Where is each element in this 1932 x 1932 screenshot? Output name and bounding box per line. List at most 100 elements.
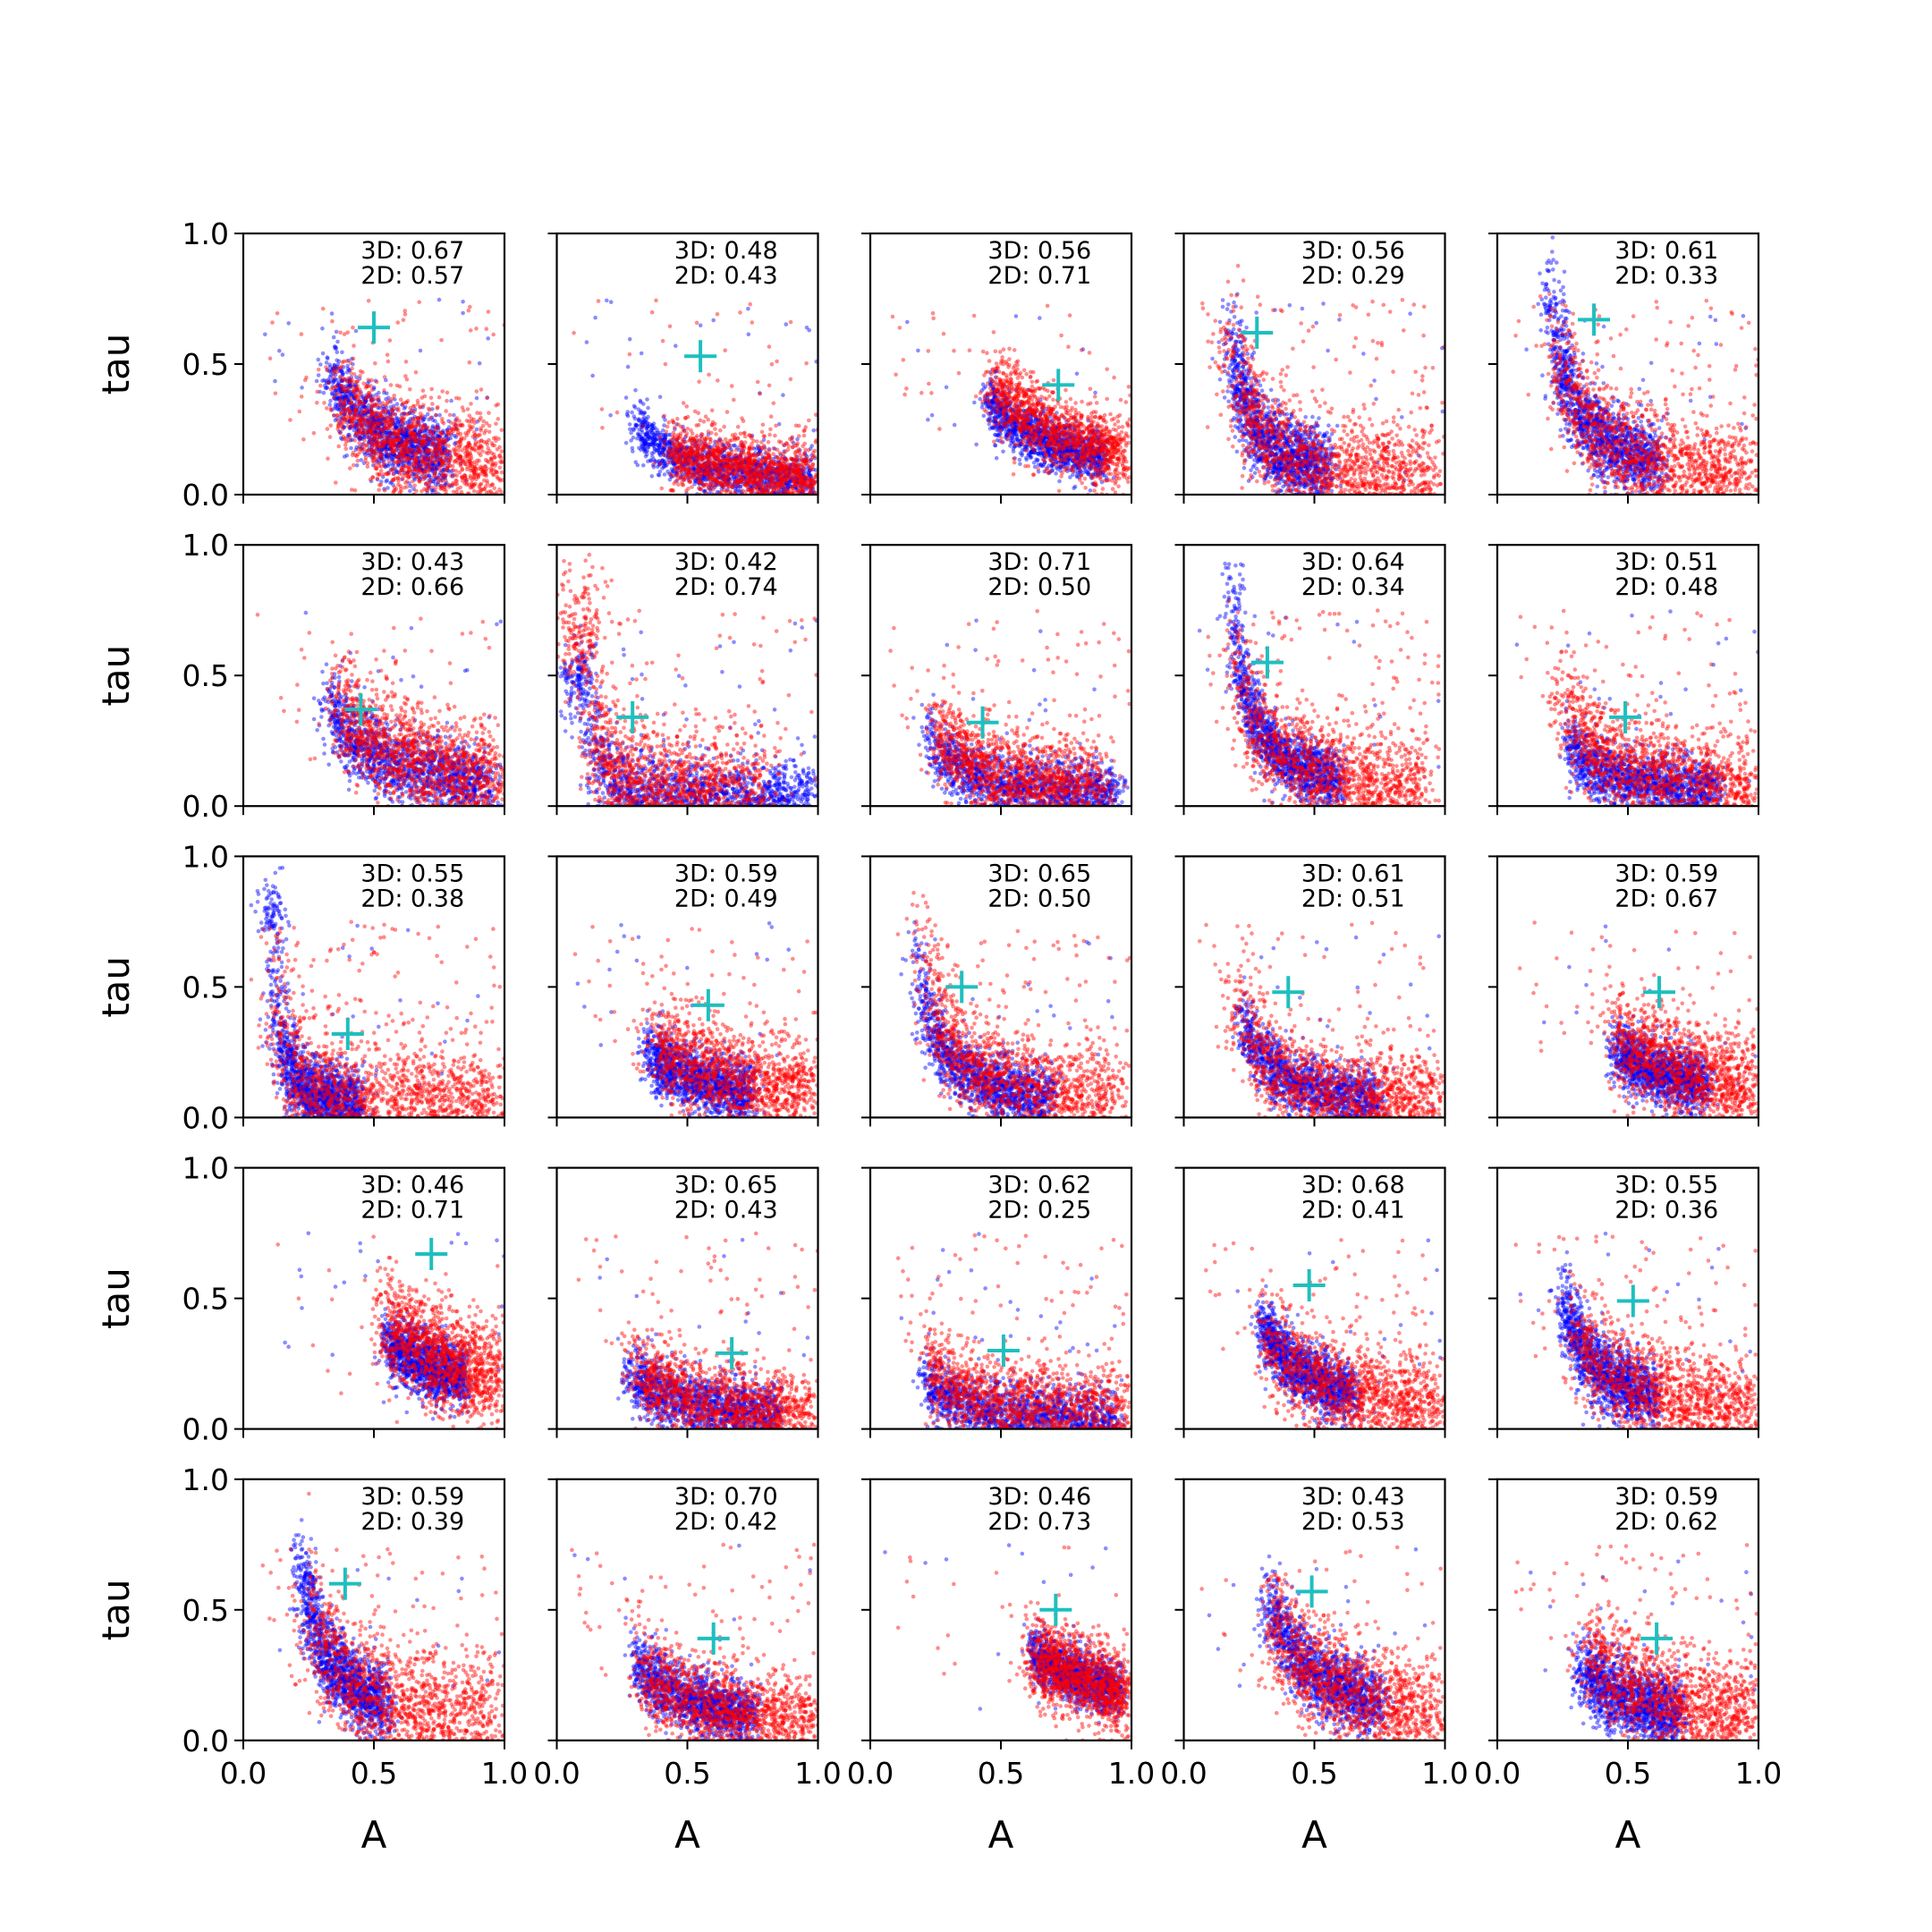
point-2d: [487, 411, 491, 415]
point-2d: [401, 477, 405, 481]
point-2d: [382, 463, 386, 468]
point-2d: [333, 371, 337, 376]
point-2d: [492, 436, 496, 441]
point-2d: [330, 319, 335, 324]
point-3d: [331, 381, 335, 386]
point-2d: [675, 417, 680, 421]
point-3d: [637, 419, 641, 423]
point-2d: [402, 486, 407, 490]
point-3d: [419, 349, 423, 353]
point-3d: [327, 402, 332, 407]
point-2d: [697, 379, 701, 384]
point-3d: [668, 478, 673, 482]
point-2d: [428, 462, 432, 466]
point-3d: [263, 333, 267, 337]
point-2d: [767, 440, 771, 445]
point-2d: [454, 469, 459, 473]
point-2d: [403, 374, 408, 378]
point-2d: [369, 425, 373, 429]
point-2d: [428, 408, 432, 412]
point-2d: [657, 436, 662, 440]
point-2d: [336, 367, 341, 371]
point-2d: [409, 438, 413, 443]
point-3d: [385, 479, 389, 483]
point-2d: [355, 414, 360, 419]
point-3d: [650, 452, 655, 456]
point-2d: [492, 455, 496, 460]
point-2d: [725, 410, 730, 414]
point-3d: [674, 343, 678, 348]
point-2d: [328, 435, 333, 439]
point-2d: [500, 428, 504, 433]
point-2d: [349, 425, 353, 429]
point-2d: [393, 428, 397, 433]
point-2d: [467, 309, 471, 313]
point-2d: [336, 422, 341, 427]
point-2d: [489, 467, 494, 471]
point-3d: [585, 340, 589, 344]
point-2d: [672, 430, 676, 435]
point-2d: [344, 447, 349, 452]
point-2d: [403, 312, 408, 317]
point-2d: [422, 434, 427, 438]
point-2d: [402, 309, 407, 313]
point-2d: [361, 446, 366, 451]
point-2d: [487, 460, 491, 464]
point-2d: [367, 414, 371, 419]
point-3d: [433, 419, 437, 423]
point-2d: [416, 399, 420, 403]
point-2d: [468, 457, 472, 462]
point-3d: [628, 337, 632, 342]
point-2d: [362, 428, 367, 432]
point-2d: [375, 477, 379, 481]
point-2d: [329, 408, 334, 412]
point-2d: [496, 417, 501, 421]
point-2d: [404, 412, 409, 417]
point-2d: [449, 456, 453, 461]
point-2d: [358, 374, 362, 378]
point-2d: [487, 309, 491, 314]
point-2d: [404, 401, 409, 405]
point-2d: [444, 409, 448, 413]
point-2d: [469, 426, 473, 430]
point-2d: [346, 380, 351, 385]
point-2d: [419, 428, 424, 433]
point-3d: [646, 431, 650, 436]
point-2d: [298, 410, 302, 414]
point-2d: [412, 484, 417, 488]
point-2d: [350, 402, 354, 406]
point-3d: [631, 449, 635, 453]
point-2d: [469, 328, 473, 333]
point-2d: [685, 427, 690, 431]
point-2d: [458, 486, 462, 490]
point-2d: [383, 375, 387, 379]
point-2d: [370, 388, 375, 393]
point-2d: [812, 490, 817, 495]
y-tick-label: 1.0: [182, 216, 229, 251]
point-2d: [662, 414, 666, 419]
point-2d: [419, 411, 423, 416]
point-2d: [369, 453, 373, 457]
point-2d: [346, 386, 351, 390]
point-2d: [375, 411, 379, 415]
point-2d: [300, 394, 304, 399]
point-3d: [322, 391, 326, 395]
point-2d: [453, 459, 458, 463]
point-2d: [600, 407, 605, 411]
point-2d: [442, 473, 446, 478]
point-2d: [428, 416, 433, 420]
point-2d: [395, 461, 400, 465]
point-2d: [369, 405, 374, 410]
point-2d: [369, 384, 373, 388]
point-2d: [447, 464, 452, 469]
y-axis-label: tau: [94, 334, 138, 395]
point-2d: [479, 483, 483, 487]
point-2d: [388, 437, 393, 442]
point-2d: [322, 401, 326, 405]
point-2d: [491, 462, 496, 467]
point-2d: [420, 450, 425, 454]
point-2d: [482, 487, 487, 491]
point-2d: [421, 477, 426, 481]
point-2d: [600, 426, 605, 430]
